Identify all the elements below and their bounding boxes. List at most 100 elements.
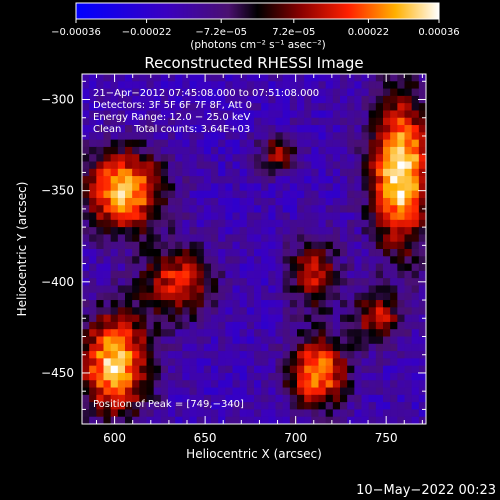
heatmap-cell xyxy=(125,394,133,403)
heatmap-cell xyxy=(168,314,176,323)
heatmap-cell xyxy=(203,168,212,177)
heatmap-cell xyxy=(289,103,298,112)
heatmap-cell xyxy=(153,307,162,316)
heatmap-cell xyxy=(125,132,133,141)
heatmap-cell xyxy=(239,416,248,424)
heatmap-cell xyxy=(325,387,334,396)
heatmap-cell xyxy=(318,416,327,424)
heatmap-cell xyxy=(103,176,112,184)
heatmap-cell xyxy=(125,336,133,345)
heatmap-cell xyxy=(275,212,284,221)
heatmap-cell xyxy=(325,132,334,141)
heatmap-cell xyxy=(203,212,212,221)
heatmap-cell xyxy=(153,74,162,82)
heatmap-cell xyxy=(110,329,119,338)
heatmap-cell xyxy=(153,292,162,301)
heatmap-cell xyxy=(132,300,140,308)
heatmap-cell xyxy=(196,292,205,301)
heatmap-cell xyxy=(282,205,291,214)
heatmap-cell xyxy=(182,256,191,265)
heatmap-cell xyxy=(261,292,269,301)
heatmap-cell xyxy=(96,307,105,316)
heatmap-cell xyxy=(404,190,413,199)
heatmap-cell xyxy=(318,117,327,126)
heatmap-cell xyxy=(232,183,241,192)
heatmap-cell xyxy=(340,387,348,396)
heatmap-cell xyxy=(182,241,191,250)
heatmap-cell xyxy=(110,372,119,381)
colorbar-tick-label: −7.2e−05 xyxy=(195,27,247,38)
heatmap-cell xyxy=(225,365,234,374)
heatmap-cell xyxy=(103,343,112,352)
heatmap-cell xyxy=(225,110,234,119)
heatmap-cell xyxy=(347,234,355,243)
heatmap-cell xyxy=(325,249,334,257)
heatmap-cell xyxy=(318,256,327,265)
heatmap-cell xyxy=(218,270,226,279)
heatmap-cell xyxy=(117,256,126,265)
heatmap-cell xyxy=(189,365,198,374)
heatmap-cell xyxy=(103,212,112,221)
heatmap-cell xyxy=(275,402,284,411)
heatmap-cell xyxy=(282,365,291,374)
heatmap-cell xyxy=(146,125,155,133)
heatmap-cell xyxy=(261,256,269,265)
heatmap-cell xyxy=(246,234,255,243)
heatmap-cell xyxy=(239,285,248,294)
heatmap-cell xyxy=(375,365,384,374)
heatmap-cell xyxy=(375,285,384,294)
heatmap-cell xyxy=(96,416,105,424)
heatmap-cell xyxy=(175,88,183,97)
heatmap-cell xyxy=(404,365,413,374)
heatmap-cell xyxy=(361,300,370,308)
heatmap-cell xyxy=(318,146,327,155)
heatmap-cell xyxy=(297,343,305,352)
heatmap-cell xyxy=(125,285,133,294)
heatmap-cell xyxy=(261,125,269,133)
heatmap-cell xyxy=(203,416,212,424)
heatmap-cell xyxy=(375,314,384,323)
heatmap-cell xyxy=(332,176,341,184)
heatmap-cell xyxy=(146,81,155,90)
heatmap-cell xyxy=(383,336,391,345)
heatmap-cell xyxy=(125,380,133,389)
heatmap-cell xyxy=(297,227,305,236)
heatmap-cell xyxy=(347,219,355,228)
heatmap-cell xyxy=(304,146,312,155)
heatmap-cell xyxy=(132,241,140,250)
heatmap-cell xyxy=(175,125,183,133)
heatmap-cell xyxy=(132,270,140,279)
heatmap-cell xyxy=(82,416,90,424)
heatmap-cell xyxy=(117,351,126,359)
heatmap-cell xyxy=(318,329,327,338)
heatmap-cell xyxy=(404,343,413,352)
heatmap-cell xyxy=(160,168,169,177)
heatmap-cell xyxy=(117,358,126,367)
heatmap-cell xyxy=(275,372,284,381)
heatmap-cell xyxy=(168,249,176,257)
heatmap-cell xyxy=(203,176,212,184)
heatmap-cell xyxy=(189,358,198,367)
heatmap-cell xyxy=(347,88,355,97)
heatmap-cell xyxy=(218,372,226,381)
heatmap-cell xyxy=(196,409,205,418)
heatmap-cell xyxy=(125,321,133,330)
heatmap-cell xyxy=(332,168,341,177)
heatmap-cell xyxy=(232,321,241,330)
heatmap-cell xyxy=(297,387,305,396)
heatmap-cell xyxy=(211,270,219,279)
heatmap-cell xyxy=(368,292,377,301)
heatmap-cell xyxy=(96,219,105,228)
heatmap-cell xyxy=(340,197,348,206)
heatmap-cell xyxy=(125,292,133,301)
heatmap-cell xyxy=(218,88,226,97)
heatmap-cell xyxy=(96,387,105,396)
heatmap-cell xyxy=(139,168,148,177)
heatmap-cell xyxy=(125,365,133,374)
heatmap-cell xyxy=(368,300,377,308)
heatmap-cell xyxy=(175,343,183,352)
heatmap-cell xyxy=(125,139,133,148)
heatmap-cell xyxy=(132,197,140,206)
heatmap-cell xyxy=(175,95,183,104)
